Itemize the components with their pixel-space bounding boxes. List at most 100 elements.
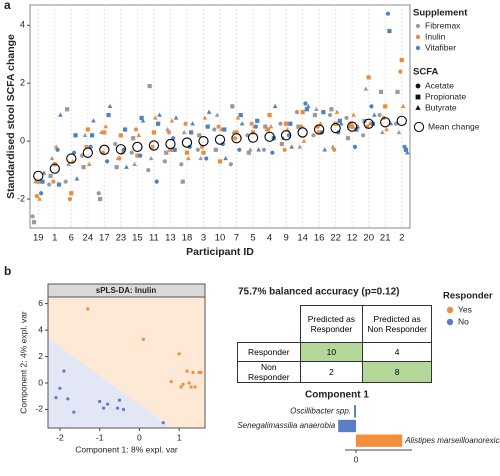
point [66,397,70,401]
point [351,112,356,117]
point [202,115,208,120]
point [54,395,58,400]
point [369,104,374,109]
chart-title: Component 1 [305,390,369,401]
point [131,136,136,141]
point [350,124,355,129]
legend-marker [446,306,454,314]
point [69,191,74,196]
point [344,115,349,121]
point [86,307,90,311]
legend-label: Butyrate [425,102,457,112]
point [247,147,253,152]
point [311,133,316,138]
x-tick-label: 13 [165,233,176,244]
mean-marker [347,121,358,132]
point [31,220,37,225]
point [62,369,66,373]
point [38,191,44,196]
x-tick-label: 9 [283,233,288,244]
cell: 8 [362,361,432,383]
row-header: Non Responder [237,361,301,383]
point [118,133,123,138]
point [268,124,274,129]
point [73,133,78,138]
point [172,147,177,152]
mean-marker [132,141,143,153]
mean-marker [82,147,93,158]
x-tick-label: 17 [99,233,110,244]
y-tick-label: 2 [20,78,25,88]
point [185,369,189,373]
x-tick-label: 24 [83,233,94,244]
point [89,133,95,138]
point [179,385,183,389]
point [115,406,120,410]
point [36,179,41,184]
point [169,380,173,384]
point [47,182,52,187]
point [383,104,388,109]
x-tick-label: 22 [330,233,341,244]
point [129,150,134,155]
region-yes [48,297,205,428]
point [216,124,221,129]
point [166,130,172,135]
confusion-table: Predicted as Responder Predicted as Non R… [237,305,432,383]
cell: 10 [299,342,364,362]
x-tick-label: 16 [314,233,325,244]
point [314,106,319,111]
legend-marker [415,105,421,110]
point [117,398,122,402]
x-tick-label: 6 [69,233,74,244]
strip-title: sPLS-DA: Inulin [96,286,157,295]
plot-frame [47,296,206,429]
point [63,179,68,184]
y-tick-label: 0 [20,135,25,145]
point [334,109,340,114]
legend-label: Mean change [428,121,480,131]
point [146,167,151,173]
point [213,147,218,152]
point [255,118,260,123]
legend-label: Acetate [425,80,454,90]
point [190,121,195,126]
point [199,370,203,375]
mean-marker [264,131,275,142]
point [169,118,175,123]
mean-marker [66,153,77,164]
point [398,69,403,74]
point [239,121,245,126]
x-tick-label: 20 [363,233,374,244]
point [238,112,243,118]
point [352,144,358,150]
point [121,407,126,412]
point [157,112,162,117]
point [102,130,107,135]
point [55,147,60,152]
point [400,103,406,109]
point [135,153,140,158]
point [303,101,308,106]
point [228,162,234,167]
point [230,104,235,109]
point [51,179,56,184]
x-tick-label: 15 [132,233,143,244]
legend-marker [446,318,454,326]
point [256,147,261,152]
point [132,161,137,166]
point [156,121,161,126]
point [66,161,71,166]
mean-marker [33,170,44,182]
x-tick-label: 0 [354,454,359,464]
point [40,179,45,184]
legend-label: Yes [458,304,472,314]
point [98,196,103,202]
point [217,159,223,164]
bar-label: Senegalimassilia anaerobia [237,421,335,430]
mean-marker [115,144,127,155]
mean-marker [231,133,242,144]
point [82,132,88,138]
mean-marker [380,117,391,128]
legend-marker [415,45,421,51]
